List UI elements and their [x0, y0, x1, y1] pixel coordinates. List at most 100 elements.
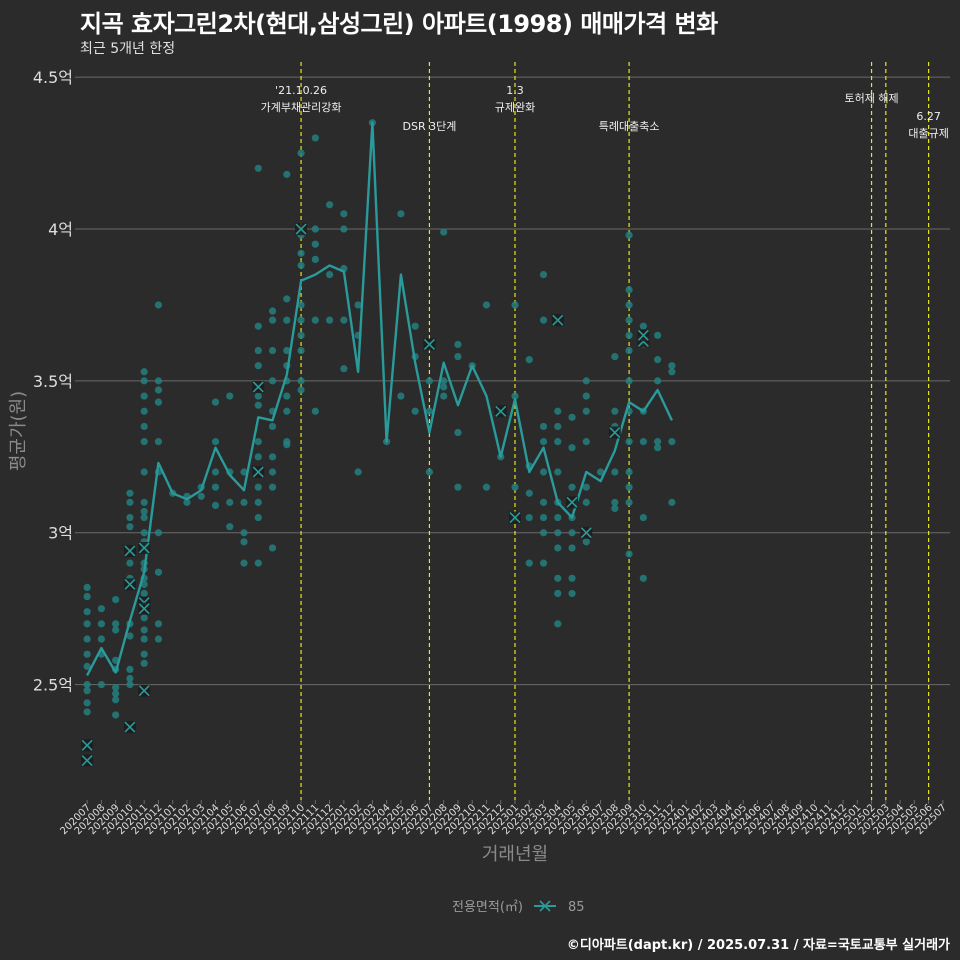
transaction-point [411, 322, 419, 330]
transaction-point [126, 680, 134, 689]
transaction-point [668, 362, 676, 370]
event-date-label: 6.27 [916, 110, 941, 123]
x-marker [580, 527, 592, 539]
transaction-point [83, 635, 91, 643]
transaction-point [668, 368, 676, 376]
x-marker [81, 739, 93, 751]
transaction-point [297, 301, 305, 309]
x-axis-title: 거래년월 [482, 844, 548, 865]
x-marker [509, 511, 521, 524]
transaction-point [112, 620, 120, 628]
transaction-point [568, 413, 576, 421]
transaction-point [625, 301, 633, 309]
transaction-point [197, 492, 205, 500]
event-date-label: '21.10.26 [275, 84, 327, 97]
transaction-point [126, 665, 134, 674]
transaction-point [226, 392, 234, 400]
transaction-point [397, 210, 405, 218]
transaction-point [482, 301, 491, 309]
transaction-point [268, 483, 277, 491]
transaction-point [311, 134, 319, 142]
transaction-point [625, 483, 633, 491]
chart-title: 지곡 효자그린2차(현대,삼성그린) 아파트(1998) 매매가격 변화 [80, 10, 718, 38]
transaction-point [211, 468, 220, 476]
transaction-point [554, 589, 562, 598]
transaction-point [140, 626, 148, 634]
transaction-point [582, 392, 590, 400]
transaction-point [554, 529, 562, 537]
x-marker [295, 223, 307, 235]
transaction-point [240, 498, 248, 506]
event-date-label: 1.3 [506, 84, 524, 97]
transaction-point [454, 340, 462, 349]
transaction-point [211, 398, 220, 406]
legend-marker [539, 900, 551, 912]
transaction-point [254, 362, 262, 370]
x-marker [124, 545, 136, 557]
transaction-point [297, 261, 305, 270]
transaction-point [539, 529, 548, 537]
transaction-point [140, 392, 148, 400]
transaction-point [440, 377, 448, 385]
transaction-point [154, 635, 163, 643]
event-label: DSR 3단계 [403, 120, 457, 133]
transaction-point [454, 352, 462, 361]
transaction-point [140, 377, 148, 385]
transaction-point [83, 687, 91, 695]
transaction-point [311, 255, 319, 264]
transaction-point [625, 438, 633, 446]
transaction-point [554, 407, 562, 415]
y-tick-label: 3억 [48, 524, 73, 543]
transaction-point [539, 270, 548, 279]
transaction-point [482, 483, 491, 491]
transaction-point [154, 386, 163, 394]
transaction-point [126, 489, 134, 497]
transaction-point [83, 583, 91, 592]
transaction-point [154, 377, 163, 385]
transaction-point [525, 559, 533, 567]
transaction-point [582, 483, 590, 491]
transaction-point [83, 592, 91, 601]
transaction-point [354, 468, 362, 476]
transaction-point [140, 650, 148, 658]
transaction-point [112, 684, 120, 692]
transaction-point [126, 498, 134, 506]
transaction-point [268, 307, 277, 315]
transaction-point [297, 346, 305, 355]
transaction-point [112, 711, 120, 719]
transaction-point [97, 680, 105, 689]
transaction-point [425, 407, 434, 415]
transaction-point [340, 365, 348, 373]
transaction-point [539, 498, 548, 506]
transaction-point [354, 301, 362, 309]
transaction-point [268, 346, 277, 355]
transaction-point [425, 468, 434, 476]
transaction-point [268, 316, 277, 324]
transaction-point [226, 523, 234, 531]
transaction-point [254, 346, 262, 355]
transaction-point [97, 635, 105, 643]
transaction-point [126, 513, 134, 522]
transaction-point [440, 228, 448, 236]
transaction-point [254, 559, 262, 567]
transaction-point [525, 513, 533, 522]
transaction-point [525, 356, 533, 364]
transaction-point [525, 489, 533, 497]
transaction-point [625, 231, 633, 239]
transaction-point [83, 608, 91, 616]
transaction-point [568, 529, 576, 537]
transaction-point [554, 438, 562, 446]
transaction-point [140, 468, 148, 476]
transaction-point [568, 574, 576, 582]
transaction-point [140, 407, 148, 415]
transaction-point [440, 383, 448, 391]
transaction-point [254, 453, 262, 461]
transaction-point [140, 507, 148, 516]
transaction-point [140, 438, 148, 446]
transaction-point [254, 392, 262, 400]
x-marker [252, 381, 264, 393]
transaction-point [283, 346, 291, 355]
transaction-point [112, 595, 120, 604]
transaction-point [554, 468, 562, 476]
